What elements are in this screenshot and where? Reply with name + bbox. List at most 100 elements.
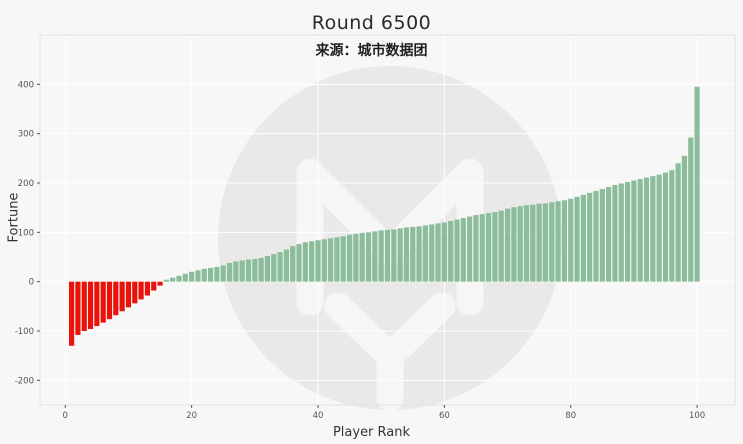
bar bbox=[669, 170, 675, 282]
bar bbox=[416, 226, 422, 282]
bar bbox=[486, 213, 492, 282]
bar bbox=[353, 233, 359, 282]
y-axis-label: Fortune bbox=[6, 192, 22, 243]
y-tick-label: -200 bbox=[15, 376, 34, 386]
x-tick-label: 60 bbox=[439, 411, 450, 421]
y-tick-label: 0 bbox=[29, 278, 34, 288]
bar bbox=[542, 203, 549, 282]
bar bbox=[290, 246, 296, 282]
bar bbox=[625, 182, 631, 282]
bar bbox=[144, 281, 150, 296]
bar bbox=[296, 244, 302, 282]
bar bbox=[549, 202, 555, 282]
y-tick-label: 400 bbox=[18, 80, 34, 90]
bar bbox=[347, 234, 353, 282]
bar bbox=[75, 281, 81, 335]
bar bbox=[606, 186, 612, 282]
bar bbox=[226, 262, 233, 282]
bar bbox=[170, 277, 176, 282]
bar bbox=[201, 268, 207, 282]
x-axis-label: Player Rank bbox=[332, 425, 411, 440]
bar bbox=[163, 279, 169, 282]
bar bbox=[182, 273, 188, 282]
bar bbox=[372, 231, 378, 282]
bar bbox=[530, 204, 536, 282]
bar bbox=[189, 271, 195, 282]
bar bbox=[113, 281, 119, 316]
bar bbox=[87, 281, 94, 330]
plot-border bbox=[39, 34, 736, 406]
y-tick-label: 200 bbox=[18, 179, 34, 189]
bar bbox=[498, 210, 504, 282]
bar bbox=[245, 259, 252, 282]
bar bbox=[315, 240, 321, 282]
bar bbox=[694, 86, 700, 282]
x-tick-label: 40 bbox=[313, 411, 324, 421]
bar bbox=[643, 177, 650, 282]
bar bbox=[441, 222, 447, 282]
bar bbox=[81, 281, 87, 331]
bar bbox=[561, 200, 567, 282]
bar bbox=[277, 252, 283, 282]
bar bbox=[157, 281, 163, 286]
bar bbox=[473, 215, 479, 282]
bar bbox=[504, 208, 511, 282]
bar bbox=[492, 212, 498, 282]
bar bbox=[132, 281, 138, 304]
bar bbox=[302, 242, 308, 282]
bar bbox=[271, 254, 277, 282]
x-tick-label: 20 bbox=[186, 411, 197, 421]
bar bbox=[422, 225, 428, 282]
bar bbox=[631, 180, 637, 282]
bar bbox=[258, 257, 264, 282]
bar bbox=[239, 260, 245, 282]
bar bbox=[517, 206, 523, 282]
bar bbox=[454, 219, 460, 282]
bar bbox=[233, 261, 239, 282]
y-tick-label: 300 bbox=[18, 130, 34, 140]
bar bbox=[568, 198, 574, 282]
bar bbox=[410, 226, 416, 282]
bar bbox=[378, 230, 384, 282]
bar bbox=[580, 194, 586, 282]
bar bbox=[587, 192, 593, 282]
bar bbox=[69, 281, 75, 346]
bar bbox=[448, 220, 454, 282]
bar bbox=[195, 270, 201, 282]
bar bbox=[688, 137, 694, 282]
y-tick-label: -100 bbox=[15, 327, 34, 337]
bar bbox=[125, 281, 132, 308]
bar bbox=[119, 281, 125, 312]
bar bbox=[391, 229, 397, 282]
bar bbox=[397, 228, 403, 282]
bar bbox=[334, 237, 340, 282]
bar bbox=[208, 267, 214, 282]
bar bbox=[321, 239, 327, 282]
bar bbox=[220, 265, 226, 282]
bar bbox=[637, 179, 643, 282]
bar bbox=[599, 188, 605, 282]
bar bbox=[359, 232, 365, 282]
watermark-y-glyph bbox=[324, 292, 456, 412]
bar bbox=[662, 172, 669, 282]
x-tick-label: 0 bbox=[63, 411, 68, 421]
bar bbox=[365, 232, 372, 282]
bar bbox=[593, 190, 599, 282]
bar bbox=[523, 205, 530, 282]
bar bbox=[264, 256, 271, 282]
bar bbox=[650, 176, 656, 282]
bar bbox=[100, 281, 106, 323]
bar bbox=[536, 203, 542, 282]
bar bbox=[574, 196, 580, 282]
chart-title: Round 6500 bbox=[311, 12, 432, 34]
bar bbox=[176, 275, 182, 282]
x-tick-label: 100 bbox=[689, 411, 705, 421]
bar bbox=[309, 241, 315, 282]
bar bbox=[94, 281, 100, 327]
bar bbox=[214, 266, 220, 282]
y-tick-label: 100 bbox=[18, 228, 34, 238]
bar bbox=[403, 227, 410, 282]
bar bbox=[435, 223, 441, 282]
